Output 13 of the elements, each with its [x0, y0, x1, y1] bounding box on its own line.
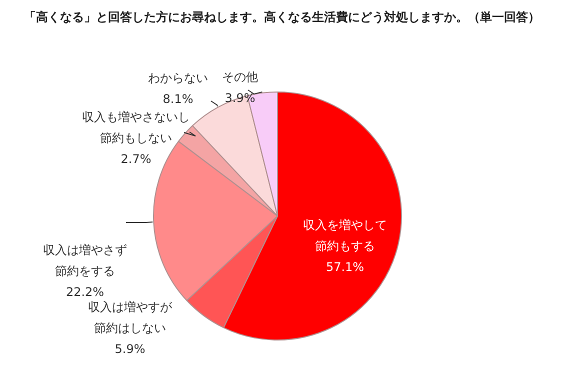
data-label: 57.1% [326, 260, 364, 274]
slice-label: 収入は増やさず節約をする [43, 243, 127, 278]
chart-title: 「高くなる」と回答した方にお尋ねします。高くなる生活費にどう対処しますか。（単一回答） [24, 10, 540, 24]
slice-label: 収入を増やして節約もする [303, 218, 387, 254]
slice-label: 収入も増やさないし節約もしない [82, 110, 190, 146]
slice-label: その他 [222, 70, 258, 84]
data-label: 3.9% [224, 91, 256, 106]
slice-label: 収入は増やすが節約はしない [88, 300, 173, 336]
data-label: 5.9% [114, 342, 146, 356]
slice-label: わからない [148, 71, 208, 86]
data-label: 8.1% [162, 92, 194, 106]
data-label: 22.2% [66, 285, 104, 300]
data-label: 2.7% [120, 152, 152, 166]
